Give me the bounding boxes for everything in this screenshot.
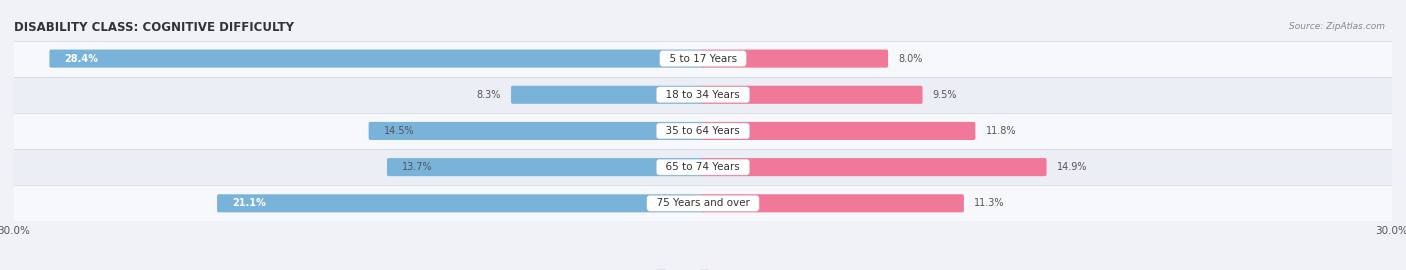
Text: 21.1%: 21.1% [232, 198, 266, 208]
Text: 11.8%: 11.8% [986, 126, 1017, 136]
Text: 9.5%: 9.5% [932, 90, 957, 100]
Bar [14, 77, 1392, 113]
FancyBboxPatch shape [510, 86, 704, 104]
Text: Source: ZipAtlas.com: Source: ZipAtlas.com [1289, 22, 1385, 31]
FancyBboxPatch shape [702, 50, 889, 68]
Bar [14, 185, 1392, 221]
Bar [14, 149, 1392, 185]
Text: 8.3%: 8.3% [477, 90, 501, 100]
Text: 13.7%: 13.7% [402, 162, 433, 172]
FancyBboxPatch shape [702, 122, 976, 140]
Text: 18 to 34 Years: 18 to 34 Years [659, 90, 747, 100]
Text: 5 to 17 Years: 5 to 17 Years [662, 53, 744, 64]
Text: 14.5%: 14.5% [384, 126, 415, 136]
Text: 8.0%: 8.0% [898, 53, 922, 64]
Text: 35 to 64 Years: 35 to 64 Years [659, 126, 747, 136]
FancyBboxPatch shape [702, 86, 922, 104]
FancyBboxPatch shape [702, 158, 1046, 176]
FancyBboxPatch shape [702, 194, 965, 212]
FancyBboxPatch shape [387, 158, 704, 176]
FancyBboxPatch shape [49, 50, 704, 68]
Text: 28.4%: 28.4% [65, 53, 98, 64]
Text: 65 to 74 Years: 65 to 74 Years [659, 162, 747, 172]
Text: 75 Years and over: 75 Years and over [650, 198, 756, 208]
Text: 14.9%: 14.9% [1057, 162, 1087, 172]
FancyBboxPatch shape [368, 122, 704, 140]
Bar [14, 40, 1392, 77]
Text: 11.3%: 11.3% [974, 198, 1004, 208]
Text: DISABILITY CLASS: COGNITIVE DIFFICULTY: DISABILITY CLASS: COGNITIVE DIFFICULTY [14, 21, 294, 34]
FancyBboxPatch shape [217, 194, 704, 212]
Bar [14, 113, 1392, 149]
Legend: Male, Female: Male, Female [657, 269, 749, 270]
